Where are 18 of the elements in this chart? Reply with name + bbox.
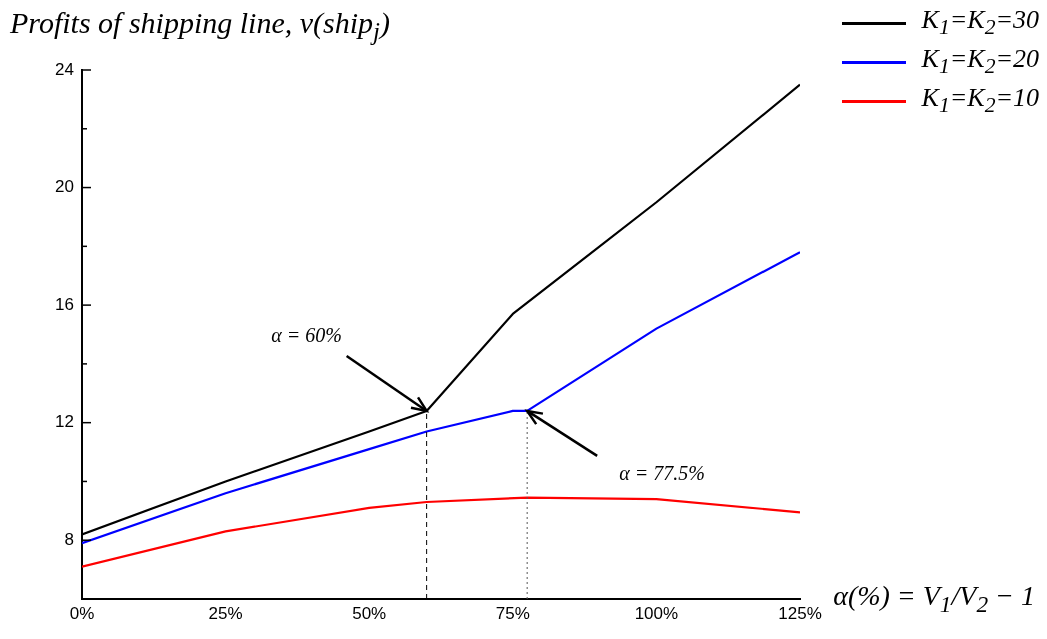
chart-title: Profits of shipping line, v(ship$_{j}$) <box>10 6 390 46</box>
y-tick-label: 8 <box>64 529 74 549</box>
x-tick-label: 75% <box>495 603 530 623</box>
legend-label: K$_{1}$=K$_{2}$=10 <box>921 82 1039 120</box>
x-tick-label: 125% <box>778 603 822 623</box>
y-tick-label: 12 <box>55 412 74 432</box>
x-tick-label: 100% <box>634 603 679 623</box>
legend-label: K$_{1}$=K$_{2}$=20 <box>921 43 1039 81</box>
y-tick-label: 24 <box>55 59 74 79</box>
x-tick-label: 0% <box>69 603 95 623</box>
x-axis-title: α(%) = V$_{1}$/V$_{2}$ − 1 <box>833 580 1035 618</box>
x-tick-label: 25% <box>208 603 243 623</box>
y-tick-label: 20 <box>55 177 74 197</box>
legend-label: K$_{1}$=K$_{2}$=30 <box>921 4 1039 42</box>
annotation: α = 60% <box>271 323 342 346</box>
annotation: α = 77.5% <box>619 461 705 484</box>
x-tick-label: 50% <box>352 603 387 623</box>
y-tick-label: 16 <box>55 294 74 314</box>
